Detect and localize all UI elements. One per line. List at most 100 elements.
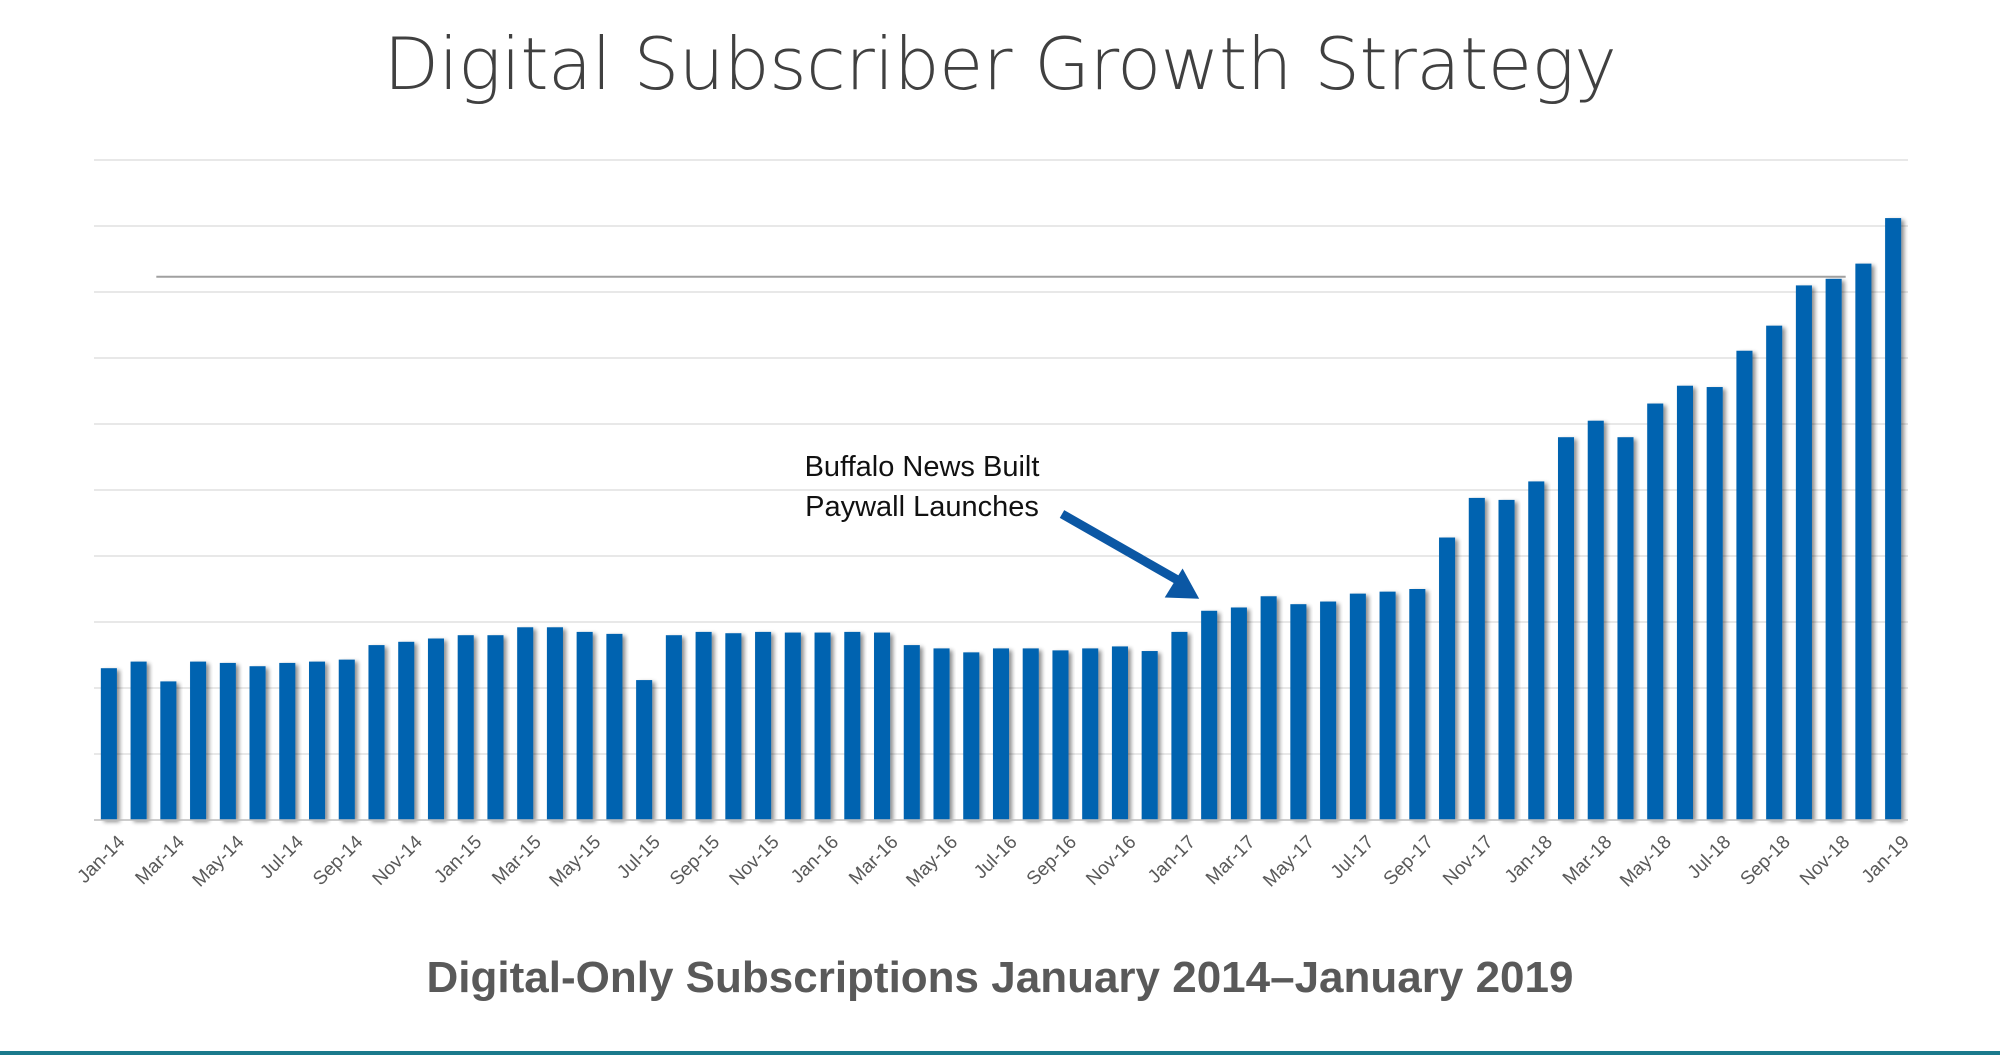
bar-May-18 — [1647, 403, 1664, 820]
x-tick-label: Jan-18 — [1501, 832, 1557, 888]
x-tick-label: Mar-18 — [1559, 832, 1616, 889]
bar-Oct-16 — [1082, 648, 1099, 820]
bar-Oct-18 — [1795, 285, 1812, 820]
x-tick-label: Jul-15 — [613, 832, 664, 883]
x-tick-label: Nov-17 — [1439, 832, 1497, 890]
bar-Jun-17 — [1320, 601, 1337, 820]
x-tick-label: Jan-14 — [74, 831, 130, 887]
bar-Nov-14 — [398, 641, 415, 820]
bar-Dec-16 — [1141, 651, 1158, 820]
x-tick-label: May-14 — [189, 831, 249, 891]
x-tick-label: Jan-16 — [787, 832, 843, 888]
x-tick-label: Jul-18 — [1684, 832, 1735, 883]
bar-Mar-17 — [1230, 607, 1247, 820]
bar-Jun-18 — [1676, 385, 1693, 820]
x-tick-label: Mar-16 — [845, 832, 902, 889]
x-tick-label: May-17 — [1259, 832, 1319, 892]
bar-Feb-18 — [1557, 437, 1575, 820]
bar-Oct-14 — [368, 645, 385, 820]
bar-Jul-18 — [1706, 387, 1723, 820]
bar-Jul-17 — [1349, 593, 1366, 820]
x-axis: Jan-14 Mar-14 May-14 Jul-14 Sep-14 Nov-14 Jan-… — [74, 819, 1914, 892]
page-title: Digital Subscriber Growth Strategy — [383, 22, 1617, 106]
bar-May-17 — [1290, 604, 1307, 820]
bar-May-16 — [933, 648, 950, 820]
annotation-text-line: Paywall Launches — [805, 491, 1039, 523]
bar-Apr-14 — [190, 661, 207, 820]
annotation-arrow-head — [1164, 568, 1200, 599]
x-tick-label: May-18 — [1616, 832, 1676, 892]
bar-Sep-14 — [338, 659, 355, 820]
bar-Jun-15 — [606, 633, 623, 820]
bar-Jan-17 — [1171, 631, 1188, 820]
bar-Aug-17 — [1379, 591, 1396, 820]
bar-Sep-15 — [695, 631, 712, 820]
bar-Jun-14 — [249, 666, 266, 820]
chart-subtitle: Digital-Only Subscriptions January 2014–… — [427, 953, 1574, 1002]
x-tick-label: Jan-15 — [430, 832, 486, 888]
bar-Oct-15 — [725, 633, 742, 820]
x-tick-label: Mar-14 — [132, 831, 190, 889]
bar-Sep-16 — [1052, 650, 1069, 820]
x-tick-label: Sep-17 — [1380, 832, 1438, 890]
x-tick-label: Nov-15 — [726, 832, 784, 890]
bar-Dec-18 — [1855, 263, 1872, 820]
bar-Dec-15 — [784, 632, 801, 820]
bar-Jun-16 — [963, 652, 980, 820]
bar-Apr-18 — [1617, 437, 1634, 820]
bar-Aug-16 — [1022, 648, 1039, 820]
x-tick-label: May-16 — [902, 832, 962, 892]
x-tick-label: Jul-14 — [256, 831, 308, 883]
bar-Dec-14 — [427, 638, 445, 820]
x-tick-label: Jul-17 — [1327, 832, 1378, 883]
x-tick-label: Nov-14 — [369, 831, 427, 889]
x-tick-label: Mar-15 — [488, 832, 545, 889]
bars — [100, 218, 1902, 820]
bar-Mar-16 — [874, 632, 891, 820]
bar-Jan-14 — [100, 668, 117, 820]
bar-Aug-18 — [1736, 350, 1753, 820]
x-tick-label: Jan-17 — [1144, 832, 1200, 888]
bar-Nov-16 — [1111, 646, 1128, 820]
bar-Feb-14 — [130, 661, 147, 820]
x-tick-label: Mar-17 — [1202, 832, 1259, 889]
bar-Jan-19 — [1885, 218, 1902, 820]
annotation: Buffalo News Built Paywall Launches — [805, 451, 1200, 599]
bar-Apr-15 — [546, 627, 563, 820]
bar-Feb-16 — [844, 631, 861, 820]
bar-Aug-15 — [665, 635, 682, 820]
bar-Mar-14 — [160, 681, 177, 820]
bar-Feb-17 — [1201, 610, 1218, 820]
bar-Jul-14 — [279, 662, 296, 820]
x-tick-label: Sep-15 — [666, 832, 724, 890]
x-tick-label: Jan-19 — [1858, 832, 1914, 888]
bar-Jul-15 — [636, 680, 653, 820]
bar-Mar-18 — [1587, 420, 1604, 820]
x-tick-label: Nov-18 — [1796, 832, 1854, 890]
bar-Sep-18 — [1766, 325, 1783, 820]
bar-May-14 — [219, 662, 236, 820]
x-tick-label: Jul-16 — [970, 832, 1021, 883]
x-tick-label: Sep-14 — [309, 831, 367, 889]
bar-Dec-17 — [1498, 499, 1515, 820]
bar-Apr-17 — [1260, 596, 1277, 820]
x-tick-label: May-15 — [546, 832, 606, 892]
bar-Nov-15 — [755, 631, 772, 820]
bar-Jul-16 — [992, 648, 1010, 820]
bar-Nov-18 — [1825, 278, 1842, 820]
x-tick-label: Sep-16 — [1023, 832, 1081, 890]
annotation-arrow-shaft — [1059, 510, 1187, 588]
x-tick-label: Sep-18 — [1737, 832, 1795, 890]
annotation-text-line: Buffalo News Built — [805, 451, 1040, 483]
bar-Jan-18 — [1528, 481, 1545, 820]
x-tick-label: Nov-16 — [1082, 832, 1140, 890]
bar-Jan-15 — [457, 635, 474, 820]
bar-Sep-17 — [1409, 589, 1426, 820]
bar-Aug-14 — [309, 661, 326, 820]
bar-Jan-16 — [814, 632, 831, 820]
bar-Nov-17 — [1468, 497, 1485, 820]
bar-Apr-16 — [903, 645, 920, 820]
bar-May-15 — [576, 631, 593, 820]
